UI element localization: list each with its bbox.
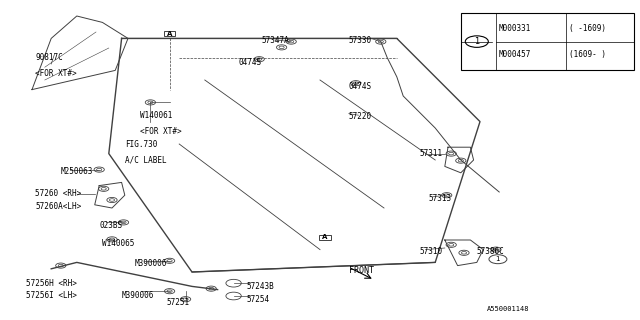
Text: 0474S: 0474S [239,58,262,67]
Text: 90817C: 90817C [35,53,63,62]
Text: 57311: 57311 [419,149,442,158]
Text: FRONT: FRONT [349,266,374,275]
Text: 1: 1 [495,256,500,262]
Text: <FOR XT#>: <FOR XT#> [35,69,77,78]
Text: M000457: M000457 [499,50,531,59]
Text: 57313: 57313 [429,194,452,203]
Text: M000331: M000331 [499,24,531,33]
Text: 57256H <RH>: 57256H <RH> [26,279,76,288]
Text: 57310: 57310 [419,247,442,256]
Text: 023BS: 023BS [99,221,122,230]
Text: 57256I <LH>: 57256I <LH> [26,292,76,300]
Text: M390006: M390006 [134,260,167,268]
FancyBboxPatch shape [461,13,634,70]
Bar [319,235,331,240]
Text: 57220: 57220 [349,112,372,121]
Text: 57243B: 57243B [246,282,274,291]
Text: 1: 1 [474,37,479,46]
Text: M390006: M390006 [122,292,154,300]
Text: 57251: 57251 [166,298,189,307]
Text: 0474S: 0474S [349,82,372,91]
Text: A/C LABEL: A/C LABEL [125,156,166,164]
Text: <FOR XT#>: <FOR XT#> [140,127,181,136]
Bar [164,31,175,36]
Text: ( -1609): ( -1609) [569,24,606,33]
Text: 57260A<LH>: 57260A<LH> [35,202,81,211]
Text: 57254: 57254 [246,295,269,304]
Text: A: A [323,235,328,240]
Text: 57330: 57330 [349,36,372,44]
Text: M250063: M250063 [61,167,93,176]
Text: A: A [167,31,172,36]
Text: FIG.730: FIG.730 [125,140,157,148]
Text: 57260 <RH>: 57260 <RH> [35,189,81,198]
Text: 57347A: 57347A [261,36,289,44]
Text: W140065: W140065 [102,239,135,248]
Text: W140061: W140061 [140,111,172,120]
Text: (1609- ): (1609- ) [569,50,606,59]
Text: A550001148: A550001148 [486,306,529,312]
Text: 57386C: 57386C [477,247,504,256]
